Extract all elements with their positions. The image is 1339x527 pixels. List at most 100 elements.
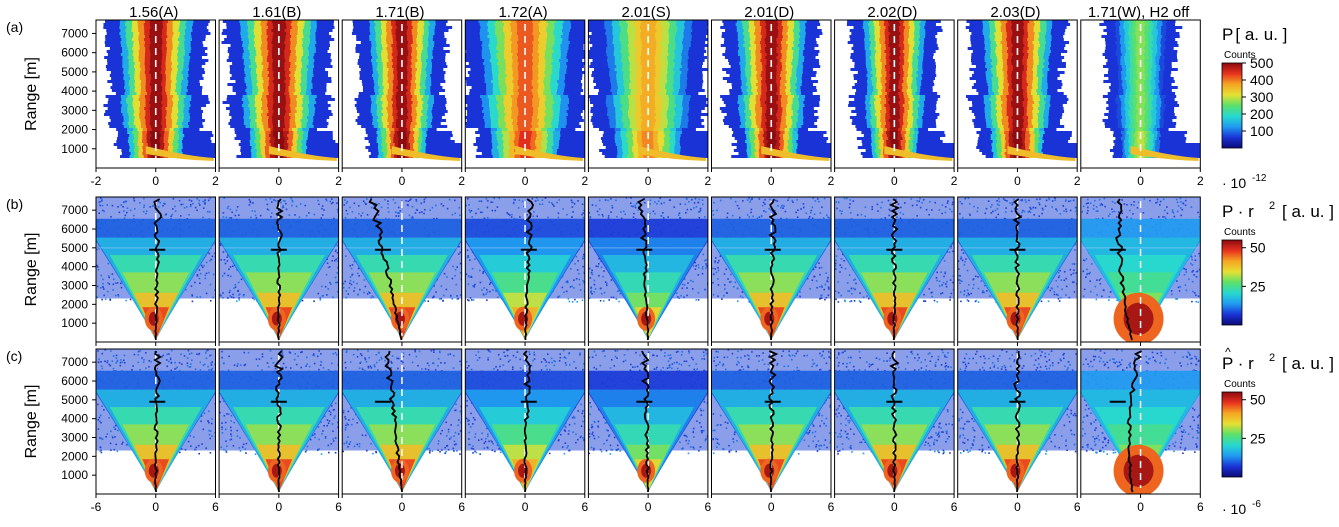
intensity-band bbox=[150, 74, 163, 77]
noise-dot bbox=[695, 298, 698, 301]
intensity-band bbox=[1135, 80, 1144, 83]
intensity-band bbox=[1012, 32, 1025, 35]
y-tick-label: 5000 bbox=[61, 65, 88, 79]
hotspot-core bbox=[271, 311, 282, 326]
intensity-band bbox=[640, 104, 655, 107]
x-tick-label: 2 bbox=[1197, 174, 1204, 188]
noise-dot bbox=[235, 300, 238, 303]
intensity-band bbox=[766, 29, 779, 32]
near-range-tail bbox=[1130, 146, 1199, 161]
noise-dot bbox=[472, 299, 475, 301]
intensity-band bbox=[767, 140, 777, 143]
intensity-band bbox=[1012, 110, 1024, 113]
intensity-band bbox=[888, 86, 899, 89]
intensity-band bbox=[1135, 104, 1145, 107]
intensity-band bbox=[1012, 113, 1024, 116]
noise-dot bbox=[125, 299, 128, 302]
intensity-band bbox=[1137, 41, 1146, 44]
y-axis-label: Range [m] bbox=[23, 233, 40, 307]
intensity-band bbox=[149, 68, 162, 71]
intensity-band bbox=[766, 107, 778, 110]
panel-title: 1.56(A) bbox=[129, 4, 178, 21]
panel-title: 1.71(B) bbox=[375, 4, 424, 21]
noise-dot bbox=[129, 298, 132, 301]
intensity-band bbox=[1012, 44, 1025, 47]
intensity-band bbox=[641, 131, 654, 134]
y-tick-label: 5000 bbox=[61, 241, 88, 255]
x-tick-label: 0 bbox=[768, 174, 775, 188]
figure-rows: (a)Range [m]1000200030004000500060007000… bbox=[6, 19, 1267, 517]
intensity-band bbox=[642, 119, 656, 122]
intensity-band bbox=[1136, 56, 1145, 59]
intensity-band bbox=[1011, 56, 1023, 59]
noise-dot bbox=[313, 300, 315, 303]
row-label: (b) bbox=[6, 196, 23, 212]
heatmap-panel bbox=[1080, 19, 1201, 172]
noise-dot bbox=[571, 301, 574, 303]
panel-title: 1.71(W), H2 off bbox=[1088, 4, 1190, 21]
intensity-band bbox=[765, 56, 777, 59]
near-range-tail bbox=[884, 146, 953, 161]
intensity-band bbox=[396, 155, 406, 158]
intensity-band bbox=[517, 116, 532, 119]
intensity-band bbox=[150, 140, 160, 143]
intensity-band bbox=[1137, 92, 1146, 95]
intensity-band bbox=[1135, 32, 1145, 35]
noise-dot bbox=[301, 299, 304, 302]
intensity-band bbox=[150, 56, 163, 59]
intensity-band bbox=[396, 92, 406, 95]
intensity-band bbox=[766, 95, 779, 98]
intensity-band bbox=[518, 92, 533, 95]
intensity-band bbox=[890, 53, 901, 56]
intensity-band bbox=[766, 119, 778, 122]
intensity-band bbox=[274, 140, 285, 143]
panel-titles: 1.56(A) 1.61(B) 1.71(B) 1.72(A) 2.01(S) 2.01(… bbox=[129, 4, 1190, 21]
intensity-band bbox=[395, 20, 408, 23]
intensity-band bbox=[271, 41, 285, 44]
intensity-band bbox=[1011, 116, 1023, 119]
intensity-band bbox=[765, 68, 777, 71]
noise-dot bbox=[567, 298, 570, 300]
intensity-band bbox=[1011, 74, 1022, 77]
intensity-band bbox=[1012, 128, 1022, 131]
row-label: (a) bbox=[6, 19, 23, 35]
intensity-band bbox=[151, 86, 163, 89]
heatmap-panel bbox=[957, 19, 1078, 172]
y-tick-label: 6000 bbox=[61, 46, 88, 60]
intensity-band bbox=[765, 80, 776, 83]
x-multiplier: · 10 bbox=[1222, 175, 1246, 191]
intensity-band bbox=[396, 44, 408, 47]
intensity-band bbox=[151, 89, 163, 92]
intensity-band bbox=[272, 68, 285, 71]
y-tick-label: 4000 bbox=[61, 260, 88, 274]
y-tick-label: 2000 bbox=[61, 123, 88, 137]
x-tick-label: 0 bbox=[1137, 174, 1144, 188]
noise-dot bbox=[101, 298, 103, 301]
intensity-band bbox=[766, 23, 779, 26]
noise-dot bbox=[457, 297, 460, 300]
heatmap-panel bbox=[587, 19, 709, 172]
intensity-band bbox=[272, 134, 283, 137]
intensity-band bbox=[1136, 44, 1146, 47]
intensity-band bbox=[517, 80, 532, 83]
intensity-band bbox=[272, 56, 285, 59]
mean-trace bbox=[523, 198, 534, 341]
intensity-band bbox=[273, 92, 285, 95]
intensity-band bbox=[395, 32, 407, 35]
heatmap-panel bbox=[341, 196, 463, 346]
intensity-band bbox=[151, 77, 163, 80]
intensity-band bbox=[1137, 110, 1146, 113]
intensity-band bbox=[150, 80, 162, 83]
noise-dot bbox=[209, 299, 212, 302]
intensity-band bbox=[272, 44, 286, 47]
y-tick-label: 1000 bbox=[61, 142, 88, 156]
intensity-band bbox=[1011, 80, 1023, 83]
intensity-band bbox=[765, 92, 777, 95]
intensity-band bbox=[273, 104, 286, 107]
intensity-band bbox=[889, 104, 900, 107]
intensity-band bbox=[1011, 104, 1023, 107]
x-tick-label: 2 bbox=[458, 174, 465, 188]
intensity-band bbox=[272, 128, 283, 131]
x-tick-label: 0 bbox=[1014, 174, 1021, 188]
intensity-band bbox=[641, 80, 655, 83]
